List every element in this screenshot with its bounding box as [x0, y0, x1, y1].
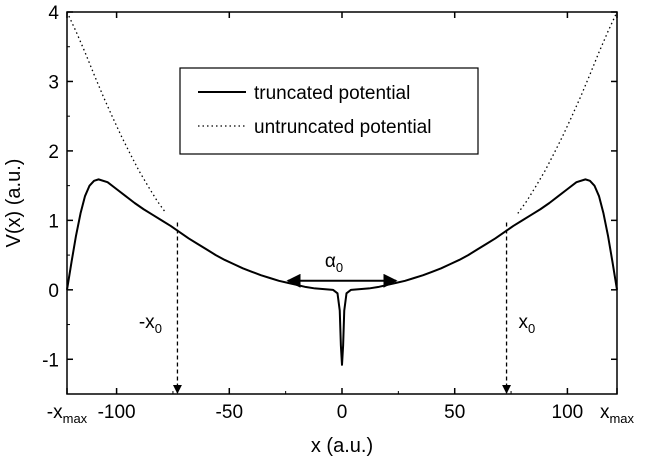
y-tick-label-0: -1: [42, 350, 59, 371]
y-axis-title: V(x) (a.u.): [3, 159, 25, 248]
x-tick-label-5: 100: [552, 402, 584, 423]
series-untruncated-line: [66, 11, 167, 214]
minus-x0-label: -x0: [139, 312, 162, 336]
x-tick-label-2: -50: [216, 402, 243, 423]
y-tick-label-5: 4: [48, 3, 59, 24]
x-axis-title: x (a.u.): [311, 435, 373, 457]
x-tick-label-6: xmax: [600, 402, 635, 426]
plus-x0-label: x0: [518, 312, 535, 336]
y-tick-label-1: 0: [48, 281, 59, 302]
x-tick-label-0: -xmax: [47, 402, 88, 426]
axis-ticks: -xmax -100 -50 0 50 100 xmax -1 0 1 2 3 4: [42, 3, 634, 426]
series-layer: [66, 11, 618, 366]
series-untruncated-line: [517, 11, 618, 214]
y-tick-label-4: 3: [48, 72, 59, 93]
alpha-label: α0: [325, 251, 343, 275]
legend-label-untruncated: untruncated potential: [254, 117, 431, 138]
legend: truncated potential untruncated potentia…: [179, 67, 479, 155]
x-tick-label-3: 0: [337, 402, 348, 423]
series-truncated-line: [66, 178, 618, 366]
y-tick-label-2: 1: [48, 211, 59, 232]
y-tick-label-3: 2: [48, 142, 59, 163]
x-tick-label-1: -100: [98, 402, 136, 423]
x-tick-label-4: 50: [444, 402, 465, 423]
legend-box: [179, 67, 479, 155]
legend-label-truncated: truncated potential: [254, 83, 410, 104]
annotations: α0 -x0 x0: [139, 222, 535, 394]
